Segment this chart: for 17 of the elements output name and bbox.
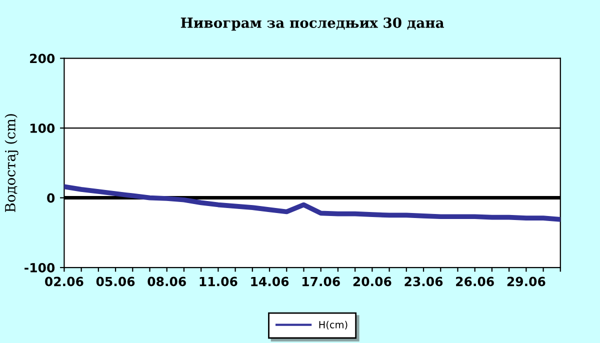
x-tick-label: 14.06 [251,276,289,286]
chart-title: Нивограм за последњих 30 дана [180,17,444,31]
x-tick-label: 05.06 [96,276,135,286]
y-axis-title: Водостај (cm) [4,114,18,212]
y-tick-label: 100 [30,124,55,133]
x-tick-label: 20.06 [353,276,392,286]
x-tick-label: 26.06 [456,276,494,286]
x-tick-label: 08.06 [148,276,186,286]
legend-label: H(cm) [319,320,348,330]
x-tick-label: 17.06 [302,276,340,286]
x-tick-label: 23.06 [404,276,443,286]
x-tick-label: 29.06 [507,276,546,286]
y-tick-label: -100 [24,263,55,272]
y-tick-label: 0 [47,193,55,203]
y-tick-label: 200 [30,54,55,64]
x-tick-label: 02.06 [45,276,84,286]
x-tick-label: 11.06 [200,276,238,286]
